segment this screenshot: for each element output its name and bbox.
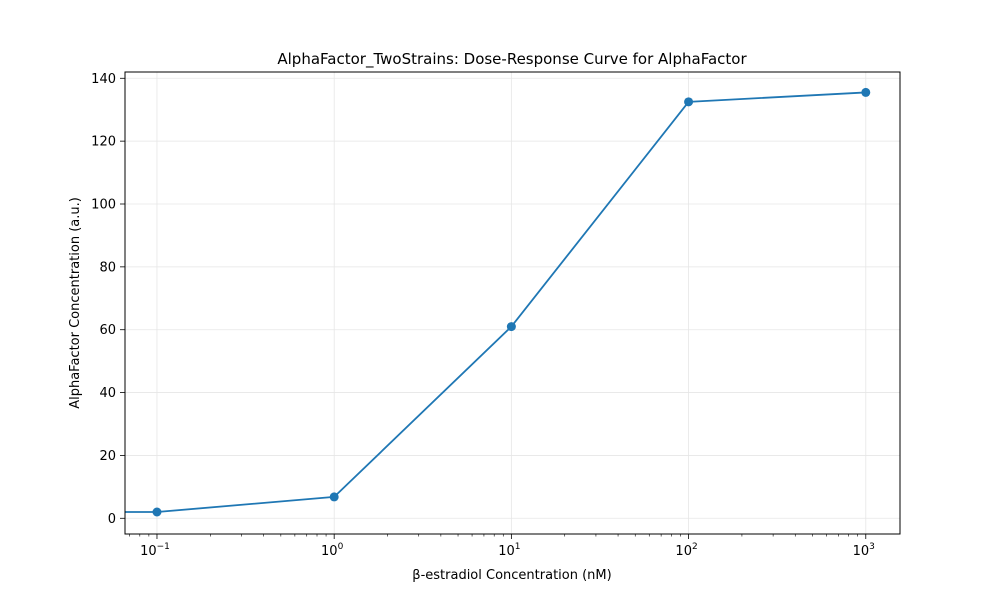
series-layer	[125, 87, 871, 517]
x-axis-ticks: 10−1 100 101 102 103	[129, 534, 875, 559]
x-tick-label: 10−1	[140, 542, 170, 559]
y-axis-label: AlphaFactor Concentration (a.u.)	[68, 197, 83, 409]
y-tick-label: 60	[99, 323, 116, 338]
data-point	[506, 322, 516, 332]
series-line	[125, 91, 866, 513]
data-point	[152, 507, 162, 517]
y-axis-ticks: 0 20 40 60 80 100 120 140	[91, 72, 125, 527]
y-tick-label: 20	[99, 449, 116, 464]
y-tick-label: 100	[91, 198, 116, 213]
x-tick-label: 102	[675, 542, 697, 559]
y-tick-label: 80	[99, 260, 116, 275]
x-axis-label: β-estradiol Concentration (nM)	[412, 568, 611, 583]
x-tick-label: 103	[853, 542, 875, 559]
plot-frame	[124, 71, 901, 535]
chart-title: AlphaFactor_TwoStrains: Dose-Response Cu…	[277, 50, 747, 69]
y-tick-label: 140	[91, 72, 116, 87]
x-tick-label: 101	[498, 542, 520, 559]
x-tick-label: 100	[321, 542, 344, 559]
y-tick-label: 0	[108, 512, 116, 527]
data-point	[329, 492, 339, 502]
y-tick-label: 40	[99, 386, 116, 401]
data-point	[684, 97, 694, 107]
data-point	[861, 87, 871, 97]
y-tick-label: 120	[91, 135, 116, 150]
